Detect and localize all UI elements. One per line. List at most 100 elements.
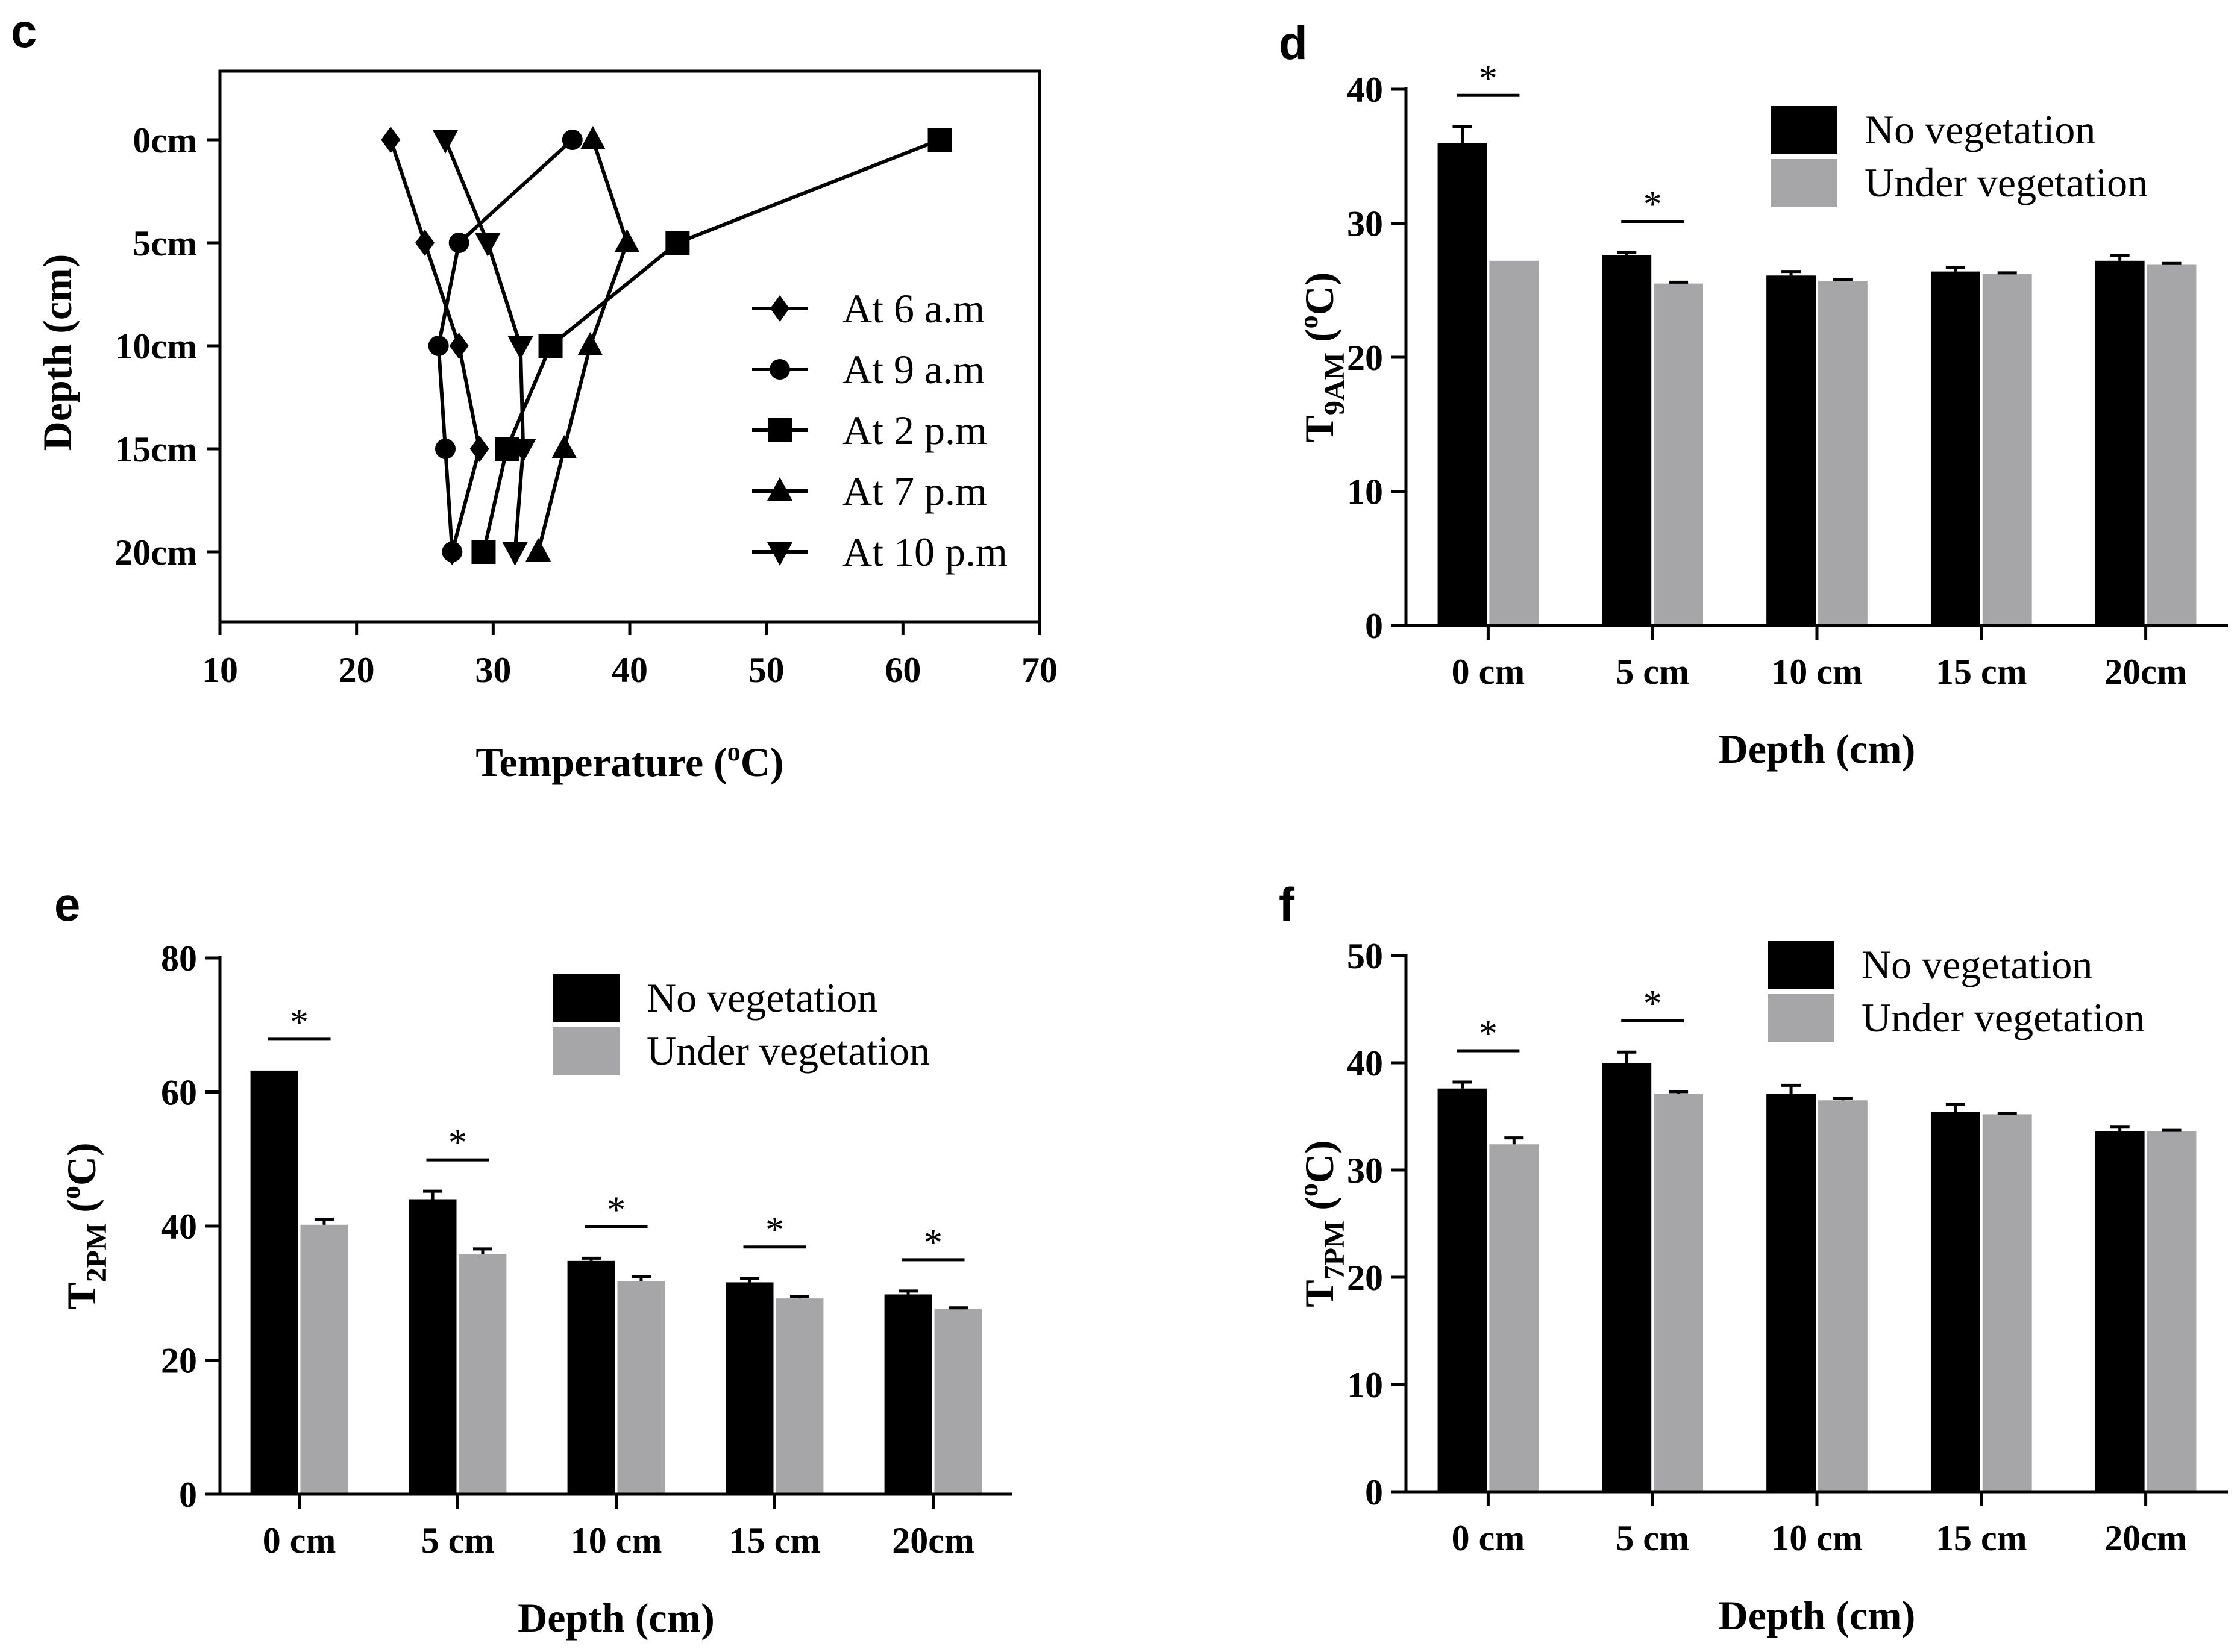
x-tick-label: 5 cm	[421, 1521, 495, 1560]
bar	[726, 1282, 774, 1494]
x-tick-label: 10 cm	[1771, 1518, 1863, 1558]
label-part: T	[1296, 415, 1342, 442]
legend-label: No vegetation	[647, 975, 877, 1021]
label-part: C)	[741, 739, 784, 785]
legend-label: No vegetation	[1865, 107, 2095, 152]
legend-label: Under vegetation	[1862, 995, 2145, 1040]
x-tick-label: 5 cm	[1616, 652, 1689, 692]
label-part: Depth (cm)	[518, 1595, 715, 1641]
y-tick-label: 20cm	[115, 533, 197, 572]
label-part: 2PM	[81, 1223, 113, 1283]
significance-star: *	[765, 1210, 784, 1251]
y-tick-label: 10cm	[115, 327, 197, 366]
y-tick-label: 40	[1347, 70, 1383, 110]
legend-swatch	[1768, 994, 1834, 1042]
label-part: o	[727, 737, 741, 766]
x-tick-label: 20cm	[2104, 652, 2187, 692]
panel-c: c 10 20 30 40 50 60 70 0cm 5cm 10cm 15cm 20cm Tempera…	[11, 4, 1058, 785]
bar	[1982, 274, 2032, 625]
bar	[1489, 260, 1539, 625]
y-tick-label: 30	[1347, 1151, 1383, 1191]
x-tick-label: 10 cm	[571, 1521, 662, 1560]
bar	[2147, 264, 2197, 626]
bar	[934, 1309, 982, 1494]
legend-marker	[770, 359, 790, 380]
legend-marker	[770, 295, 789, 322]
y-tick-label: 50	[1347, 936, 1383, 976]
y-tick-label: 15cm	[115, 430, 197, 469]
significance-star: *	[1643, 983, 1662, 1024]
y-tick-label: 20	[1347, 338, 1383, 378]
bar	[1437, 143, 1487, 625]
data-point	[415, 230, 435, 256]
bar	[409, 1199, 457, 1494]
legend-label: Under vegetation	[1865, 160, 2148, 205]
y-tick-label: 0cm	[133, 120, 197, 160]
bar	[1930, 271, 1980, 626]
y-tick-label: 30	[1347, 204, 1383, 244]
label-part: C)	[58, 1142, 104, 1186]
data-point	[448, 233, 469, 253]
bar	[1602, 1063, 1652, 1492]
bar	[1982, 1114, 2032, 1492]
series-square	[471, 128, 952, 564]
y-tick-label: 0	[179, 1475, 197, 1515]
legend-label: At 2 p.m	[842, 407, 987, 453]
legend-swatch	[1768, 941, 1834, 989]
x-axis-title: Depth (cm)	[1719, 1592, 1916, 1638]
x-axis-title: Depth (cm)	[518, 1595, 715, 1641]
bar	[1437, 1088, 1487, 1492]
significance-star: *	[924, 1222, 943, 1263]
data-point	[475, 233, 501, 257]
legend-label: Under vegetation	[647, 1028, 930, 1074]
panel-letter: f	[1279, 878, 1295, 931]
panel-e: e 0 cm 5 cm 10 cm 15 cm 20cm * * * * * 0 20 40 60 80 Dep…	[54, 878, 1012, 1641]
y-tick-label: 20	[1347, 1258, 1383, 1298]
significance-star: *	[1479, 1013, 1498, 1054]
y-tick-label: 40	[1347, 1043, 1383, 1083]
legend-label: At 7 p.m	[842, 468, 987, 514]
legend-label: At 10 p.m	[842, 529, 1008, 575]
x-tick-label: 50	[748, 650, 785, 690]
label-part: Depth (cm)	[34, 254, 80, 451]
data-point	[927, 128, 952, 152]
data-point	[435, 439, 456, 459]
x-tick-label: 20	[339, 650, 375, 690]
x-tick-label: 20cm	[2104, 1518, 2187, 1558]
bar	[250, 1070, 298, 1494]
bar	[1930, 1112, 1980, 1492]
data-point	[469, 436, 489, 462]
y-tick-label: 0	[1365, 606, 1383, 646]
label-part: 9AM	[1319, 352, 1351, 415]
significance-star: *	[448, 1122, 467, 1163]
data-point	[580, 126, 606, 149]
bar	[1602, 255, 1652, 625]
x-tick-label: 10	[202, 650, 238, 690]
bar	[1766, 275, 1816, 625]
data-point	[577, 332, 603, 355]
legend-swatch	[553, 974, 620, 1022]
label-part: o	[1294, 315, 1323, 328]
x-tick-label: 5 cm	[1616, 1518, 1689, 1558]
x-tick-label: 60	[885, 650, 921, 690]
panel-f: f 0 cm 5 cm 10 cm 15 cm 20cm * * 0 10 20 30 40 50 Dept…	[1279, 878, 2228, 1638]
label-part: (	[58, 1199, 104, 1223]
data-point	[471, 540, 496, 564]
y-tick-label: 60	[161, 1073, 197, 1113]
label-part: (	[1296, 328, 1342, 352]
panel-letter: e	[54, 878, 80, 931]
data-point	[665, 231, 690, 255]
bar	[884, 1294, 932, 1494]
label-part: T	[58, 1282, 104, 1309]
label-part: o	[1294, 1183, 1323, 1197]
bar	[1489, 1144, 1539, 1492]
data-point	[502, 542, 528, 566]
y-tick-label: 40	[161, 1207, 197, 1247]
x-tick-label: 70	[1021, 650, 1058, 690]
legend-label: At 6 a.m	[842, 286, 985, 331]
bar	[776, 1298, 824, 1494]
data-point	[510, 439, 536, 463]
y-axis-title: Depth (cm)	[34, 254, 80, 451]
x-axis-title: Temperature (oC)	[475, 737, 783, 785]
